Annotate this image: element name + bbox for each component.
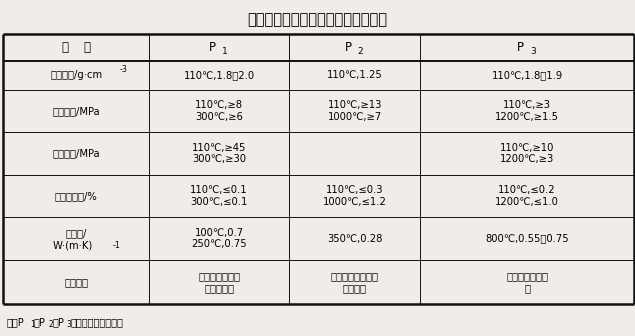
Text: 加热炉烟道内衬
等: 加热炉烟道内衬 等 [506, 271, 548, 293]
Text: -1: -1 [113, 241, 121, 250]
Text: 110℃,≥3
1200℃,≥1.5: 110℃,≥3 1200℃,≥1.5 [495, 100, 559, 122]
Text: -3: -3 [119, 65, 127, 74]
Text: 100℃,0.7
250℃,0.75: 100℃,0.7 250℃,0.75 [191, 228, 247, 249]
Text: 110℃,1.25: 110℃,1.25 [327, 70, 382, 80]
Text: 3: 3 [530, 47, 536, 56]
Text: P: P [344, 41, 352, 54]
Text: 350℃,0.28: 350℃,0.28 [327, 234, 382, 244]
Text: 3: 3 [67, 321, 71, 329]
Text: 烧结厂和电厂的
烟囱内衬等: 烧结厂和电厂的 烟囱内衬等 [198, 271, 240, 293]
Text: 、P: 、P [34, 317, 46, 327]
Text: 110℃,≤0.2
1200℃,≤1.0: 110℃,≤0.2 1200℃,≤1.0 [495, 185, 559, 207]
Text: 烟囱和烟道用耐火喷涂料的技术性能: 烟囱和烟道用耐火喷涂料的技术性能 [248, 12, 387, 27]
Text: 110℃,1.8～1.9: 110℃,1.8～1.9 [491, 70, 563, 80]
Text: 110℃,≥8
300℃,≥6: 110℃,≥8 300℃,≥6 [195, 100, 243, 122]
Text: 耐压强度/MPa: 耐压强度/MPa [52, 149, 100, 159]
Text: 加热炉烟道烟囱隔
热内衬等: 加热炉烟道烟囱隔 热内衬等 [331, 271, 378, 293]
Text: 热导率/: 热导率/ [65, 228, 87, 239]
Text: P: P [517, 41, 524, 54]
Text: 加热线变化/%: 加热线变化/% [55, 191, 98, 201]
Text: 110℃,≤0.3
1000℃,≤1.2: 110℃,≤0.3 1000℃,≤1.2 [323, 185, 387, 207]
Text: W·(m·K): W·(m·K) [53, 240, 93, 250]
Text: 2: 2 [358, 47, 363, 56]
Text: 主要用途: 主要用途 [64, 277, 88, 287]
Text: 1: 1 [222, 47, 228, 56]
Text: 体积密度/g·cm: 体积密度/g·cm [50, 70, 102, 80]
Text: 为耐火喷涂料牌号。: 为耐火喷涂料牌号。 [70, 317, 123, 327]
Text: 110℃,≤0.1
300℃,≤0.1: 110℃,≤0.1 300℃,≤0.1 [190, 185, 248, 207]
Text: 110℃,≥10
1200℃,≥3: 110℃,≥10 1200℃,≥3 [500, 143, 554, 164]
Text: 2: 2 [48, 321, 53, 329]
Text: 抗折强度/MPa: 抗折强度/MPa [52, 106, 100, 116]
Text: 、P: 、P [52, 317, 64, 327]
Text: 1: 1 [30, 321, 34, 329]
Text: 110℃,1.8～2.0: 110℃,1.8～2.0 [184, 70, 255, 80]
Text: 注：P: 注：P [6, 317, 24, 327]
Text: 指    标: 指 标 [62, 41, 91, 54]
Text: 800℃,0.55～0.75: 800℃,0.55～0.75 [485, 234, 569, 244]
Text: P: P [209, 41, 216, 54]
Text: 110℃,≥13
1000℃,≥7: 110℃,≥13 1000℃,≥7 [328, 100, 382, 122]
Text: 110℃,≥45
300℃,≥30: 110℃,≥45 300℃,≥30 [192, 143, 246, 164]
